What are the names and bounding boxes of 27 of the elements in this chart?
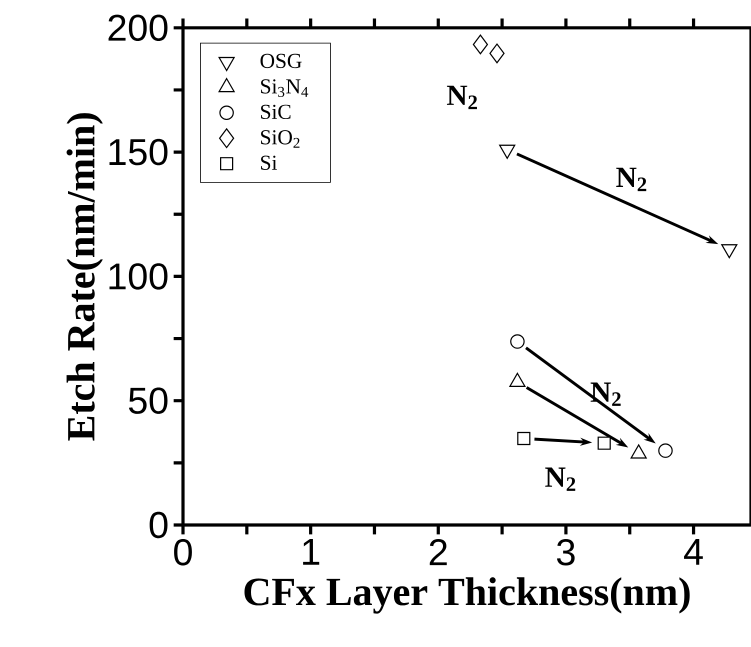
y-tick-label: 0 xyxy=(150,512,168,538)
legend-label: SiC xyxy=(261,104,290,120)
x-tick-label: 2 xyxy=(430,539,447,566)
legend-label: Si$_{3}$N$_{4}$ xyxy=(261,79,308,97)
point xyxy=(517,432,530,446)
y-tick-label: 50 xyxy=(128,387,168,414)
y-tick-label: 150 xyxy=(110,138,168,166)
x-tick-label: 4 xyxy=(684,539,703,565)
x-axis-title: CFx Layer Thickness(nm) xyxy=(244,577,690,614)
annotation: N$_{2}$ xyxy=(446,86,477,110)
point xyxy=(658,443,673,458)
x-tick-label: 3 xyxy=(556,539,575,566)
point xyxy=(489,43,505,64)
x-tick-label: 0 xyxy=(174,539,192,566)
y-axis-title: Etch Rate(nm/min) xyxy=(66,113,103,441)
annotation: N$_{2}$ xyxy=(616,168,646,192)
annotation: N$_{2}$ xyxy=(545,468,576,491)
x-tick-label: 1 xyxy=(303,539,320,565)
point xyxy=(598,436,611,450)
legend-label: Si xyxy=(261,156,278,170)
y-tick-label: 100 xyxy=(110,263,168,290)
point xyxy=(510,334,525,349)
y-tick-label: 200 xyxy=(108,14,168,42)
point xyxy=(472,34,488,54)
legend-label: SiO$_{2}$ xyxy=(261,130,300,148)
legend-label: OSG xyxy=(260,54,302,68)
annotation: N$_{2}$ xyxy=(590,382,621,406)
